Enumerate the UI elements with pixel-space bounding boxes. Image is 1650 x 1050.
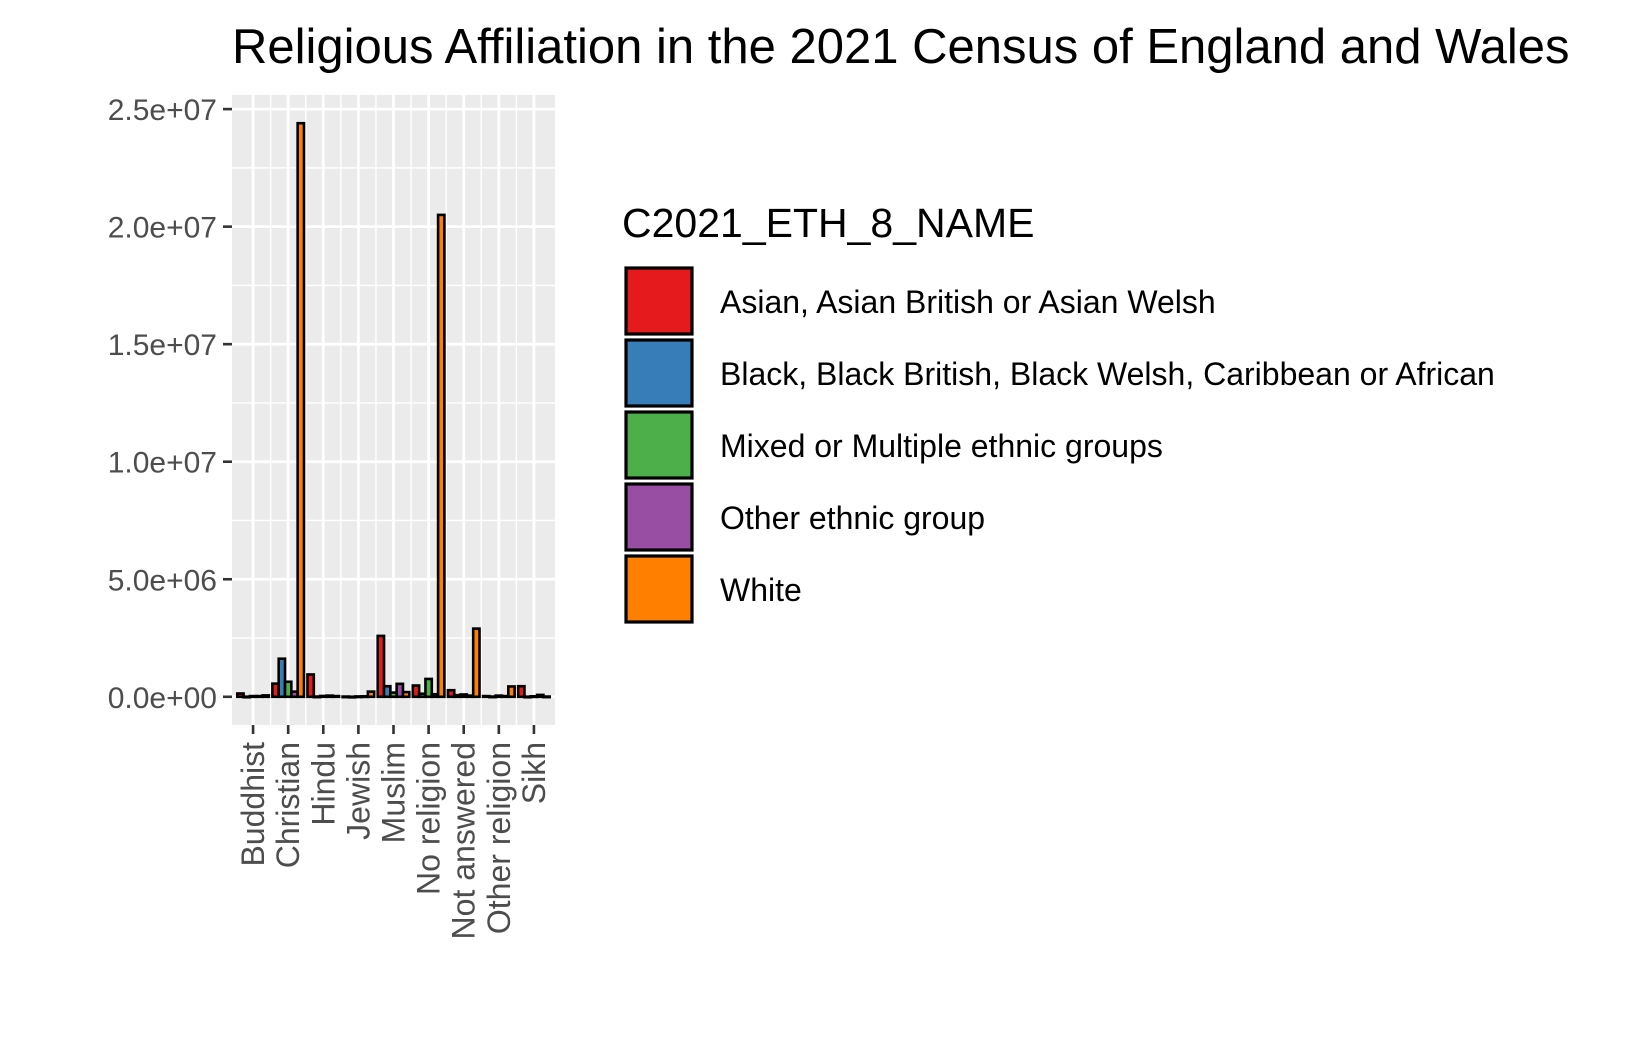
legend-label: Black, Black British, Black Welsh, Carib…: [720, 356, 1495, 392]
bar: [296, 121, 306, 699]
x-tick-label: Muslim: [376, 742, 412, 843]
chart-title: Religious Affiliation in the 2021 Census…: [232, 20, 1569, 74]
bar: [446, 688, 456, 699]
bar: [366, 690, 376, 699]
x-tick-label: Not answered: [446, 742, 482, 939]
legend: C2021_ETH_8_NAME Asian, Asian British or…: [622, 200, 1495, 624]
legend-key: [624, 266, 694, 336]
bar: [424, 677, 434, 699]
legend-label: White: [720, 572, 802, 608]
x-tick-label: Buddhist: [235, 742, 271, 867]
y-tick-label: 1.0e+07: [108, 447, 217, 480]
bar: [261, 694, 271, 699]
legend-key: [624, 338, 694, 408]
bar: [283, 680, 293, 699]
bar: [235, 692, 245, 699]
x-tick-label: Sikh: [516, 742, 552, 804]
bar: [277, 657, 287, 699]
bar: [376, 634, 386, 699]
bar: [542, 695, 552, 699]
legend-title: C2021_ETH_8_NAME: [622, 200, 1034, 246]
y-axis: 0.0e+00 5.0e+06 1.0e+07 1.5e+07 2.0e+07 2.5e+…: [108, 94, 232, 715]
legend-label: Asian, Asian British or Asian Welsh: [720, 284, 1216, 320]
bar: [331, 694, 341, 699]
bar: [395, 682, 405, 699]
y-tick-label: 0.0e+00: [108, 682, 217, 715]
x-tick-label: Other religion: [481, 742, 517, 934]
x-axis: Buddhist Christian Hindu Jewish Muslim No rel…: [235, 725, 552, 939]
y-tick-label: 2.5e+07: [108, 94, 217, 127]
bar: [436, 213, 446, 699]
y-tick-label: 5.0e+06: [108, 564, 217, 597]
x-tick-label: No religion: [411, 742, 447, 895]
legend-key: [624, 554, 694, 624]
legend-label: Mixed or Multiple ethnic groups: [720, 428, 1163, 464]
legend-label: Other ethnic group: [720, 500, 985, 536]
x-tick-label: Christian: [270, 742, 306, 868]
bar: [411, 684, 421, 699]
legend-key: [624, 482, 694, 552]
y-tick-label: 2.0e+07: [108, 212, 217, 245]
bars-layer: [235, 121, 552, 699]
major-gridlines: [232, 95, 555, 725]
bar: [401, 690, 411, 699]
bar: [471, 627, 481, 699]
y-tick-label: 1.5e+07: [108, 329, 217, 362]
x-tick-label: Jewish: [340, 742, 376, 840]
legend-key: [624, 410, 694, 480]
x-tick-label: Hindu: [305, 742, 341, 826]
bar: [516, 684, 526, 699]
bar: [507, 685, 516, 699]
bar: [306, 673, 316, 699]
